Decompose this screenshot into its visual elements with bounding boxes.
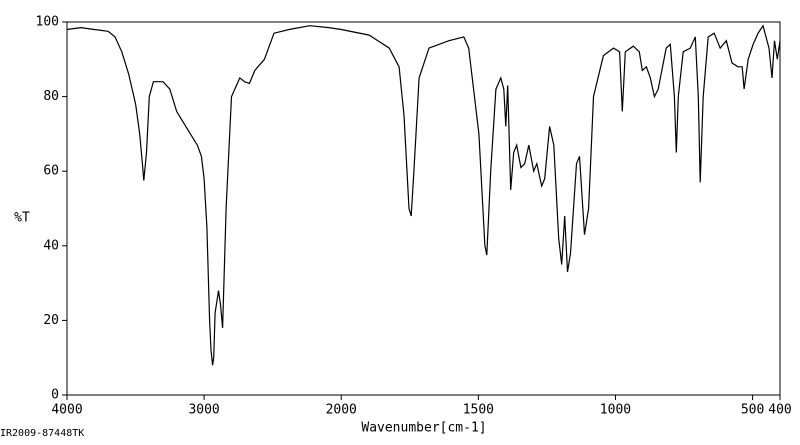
x-tick-label: 400 [768, 403, 791, 418]
x-tick-label: 1000 [600, 403, 631, 418]
x-tick-label: 3000 [188, 403, 219, 418]
x-tick-label: 500 [741, 403, 764, 418]
x-axis-label: Wavenumber[cm-1] [361, 421, 486, 436]
y-tick-label: 0 [51, 388, 59, 403]
spectrum-line [66, 24, 781, 366]
plot-frame [66, 21, 781, 396]
y-tick-label: 20 [43, 313, 59, 328]
footer: IR2009-87448TK [0, 428, 84, 439]
y-tick-label: 60 [43, 164, 59, 179]
y-axis-label: %T [14, 211, 30, 226]
x-tick-label: 2000 [326, 403, 357, 418]
y-tick-label: 40 [43, 238, 59, 253]
y-tick-label: 100 [36, 15, 59, 30]
x-tick-label: 4000 [51, 403, 82, 418]
x-tick-label: 1500 [463, 403, 494, 418]
y-tick-label: 80 [43, 89, 59, 104]
